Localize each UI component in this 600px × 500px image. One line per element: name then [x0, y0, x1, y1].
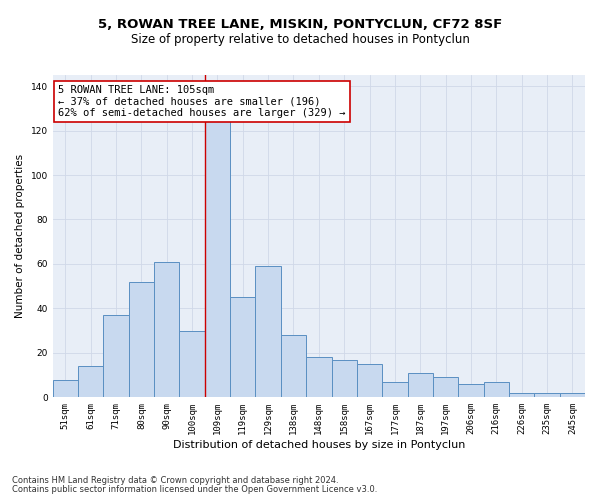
Bar — [129, 282, 154, 398]
Bar — [53, 380, 78, 398]
Y-axis label: Number of detached properties: Number of detached properties — [15, 154, 25, 318]
Bar — [382, 382, 407, 398]
Bar — [230, 298, 256, 398]
Bar — [560, 393, 585, 398]
Bar — [484, 382, 509, 398]
Bar — [256, 266, 281, 398]
Bar — [78, 366, 103, 398]
Bar — [103, 315, 129, 398]
Text: Contains public sector information licensed under the Open Government Licence v3: Contains public sector information licen… — [12, 485, 377, 494]
Text: 5, ROWAN TREE LANE, MISKIN, PONTYCLUN, CF72 8SF: 5, ROWAN TREE LANE, MISKIN, PONTYCLUN, C… — [98, 18, 502, 30]
Bar — [535, 393, 560, 398]
X-axis label: Distribution of detached houses by size in Pontyclun: Distribution of detached houses by size … — [173, 440, 465, 450]
Bar — [205, 120, 230, 398]
Bar — [433, 378, 458, 398]
Bar — [509, 393, 535, 398]
Bar — [281, 335, 306, 398]
Bar — [306, 358, 332, 398]
Text: Size of property relative to detached houses in Pontyclun: Size of property relative to detached ho… — [131, 32, 469, 46]
Bar — [357, 364, 382, 398]
Bar — [458, 384, 484, 398]
Text: 5 ROWAN TREE LANE: 105sqm
← 37% of detached houses are smaller (196)
62% of semi: 5 ROWAN TREE LANE: 105sqm ← 37% of detac… — [58, 84, 346, 118]
Bar — [179, 330, 205, 398]
Bar — [154, 262, 179, 398]
Bar — [407, 373, 433, 398]
Bar — [332, 360, 357, 398]
Text: Contains HM Land Registry data © Crown copyright and database right 2024.: Contains HM Land Registry data © Crown c… — [12, 476, 338, 485]
